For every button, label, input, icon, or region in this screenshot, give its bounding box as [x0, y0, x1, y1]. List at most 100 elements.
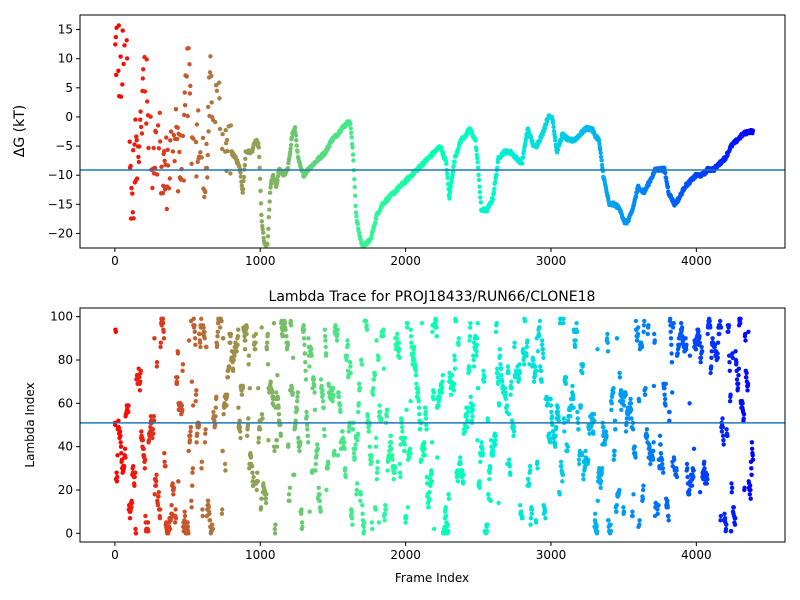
delta-g-point	[520, 155, 526, 160]
delta-g-point	[476, 172, 481, 178]
lambda-point	[265, 362, 271, 367]
lambda-point	[411, 344, 417, 350]
lambda-point	[456, 336, 461, 341]
lambda-point	[376, 355, 381, 360]
lambda-point	[236, 327, 241, 332]
lambda-point	[311, 377, 317, 382]
delta-g-point	[199, 155, 204, 160]
delta-g-point	[177, 149, 182, 155]
lambda-point	[115, 453, 120, 458]
lambda-point	[320, 388, 325, 393]
lambda-point	[481, 379, 487, 384]
lambda-point	[548, 403, 554, 408]
lambda-point	[443, 505, 448, 510]
lambda-point	[471, 364, 477, 369]
lambda-point	[417, 427, 423, 432]
lambda-point	[314, 453, 319, 458]
lambda-point	[429, 479, 434, 484]
lambda-point	[641, 483, 646, 488]
lambda-point	[360, 503, 365, 508]
lambda-point	[748, 487, 753, 493]
lambda-point	[256, 435, 261, 441]
lambda-point	[331, 386, 336, 391]
lambda-point	[180, 368, 185, 373]
lambda-point	[535, 466, 540, 471]
lambda-point	[749, 446, 755, 451]
lambda-point	[235, 342, 240, 347]
lambda-point	[133, 531, 139, 536]
lambda-point	[708, 325, 713, 330]
delta-g-point	[189, 161, 194, 166]
delta-g-x-tick-label: 1000	[245, 254, 276, 268]
lambda-point	[749, 440, 755, 445]
lambda-point	[506, 412, 511, 417]
lambda-point	[465, 405, 471, 410]
delta-g-point	[198, 150, 203, 155]
lambda-point	[656, 503, 661, 508]
lambda-point	[556, 418, 561, 423]
lambda-point	[524, 353, 529, 358]
lambda-point	[351, 451, 357, 456]
lambda-point	[343, 474, 348, 480]
lambda-point	[180, 362, 186, 367]
lambda-point	[275, 396, 281, 402]
delta-g-point	[275, 174, 281, 179]
lambda-point	[220, 448, 225, 454]
lambda-point	[508, 472, 513, 477]
lambda-point	[199, 459, 204, 464]
delta-g-y-tick-label: −5	[55, 139, 73, 153]
lambda-point	[440, 386, 445, 391]
lambda-point	[176, 479, 181, 484]
lambda-point	[467, 368, 472, 373]
lambda-point	[579, 453, 585, 458]
lambda-point	[226, 364, 232, 369]
lambda-point	[576, 457, 582, 462]
delta-g-point	[293, 133, 299, 138]
lambda-point	[463, 429, 468, 434]
lambda-point	[406, 455, 412, 460]
lambda-point	[260, 416, 265, 421]
delta-g-point	[134, 134, 139, 139]
delta-g-point	[165, 147, 170, 152]
lambda-point	[727, 368, 732, 373]
lambda-point	[458, 455, 463, 460]
lambda-point	[648, 461, 653, 467]
lambda-point	[670, 325, 676, 330]
lambda-point	[645, 433, 650, 438]
lambda-y-axis-label: Lambda Index	[23, 382, 37, 467]
lambda-point	[286, 492, 292, 497]
lambda-point	[543, 516, 548, 521]
lambda-point	[408, 327, 413, 332]
lambda-point	[581, 477, 586, 482]
delta-g-point	[559, 137, 564, 142]
lambda-point	[315, 442, 320, 447]
lambda-point	[727, 399, 733, 404]
delta-g-y-tick-label: −20	[48, 226, 73, 240]
lambda-point	[322, 427, 327, 432]
lambda-point	[611, 390, 616, 395]
lambda-point	[431, 396, 436, 402]
lambda-point	[693, 347, 699, 352]
lambda-point	[537, 318, 543, 324]
lambda-point	[599, 470, 604, 475]
lambda-point	[474, 342, 479, 347]
delta-g-point	[238, 170, 243, 175]
lambda-point	[313, 468, 318, 473]
lambda-point	[449, 373, 455, 378]
delta-g-point	[292, 125, 298, 130]
delta-g-point	[350, 152, 356, 157]
delta-g-point	[523, 136, 529, 141]
lambda-point	[317, 492, 322, 497]
lambda-point	[549, 414, 555, 419]
delta-g-point	[182, 103, 188, 108]
delta-g-y-tick-label: 15	[58, 23, 73, 37]
delta-g-point	[138, 117, 143, 122]
lambda-point	[619, 407, 624, 412]
lambda-point	[326, 461, 331, 467]
lambda-point	[203, 427, 208, 432]
lambda-point	[304, 422, 310, 428]
lambda-point	[228, 340, 233, 345]
lambda-point	[736, 366, 741, 371]
lambda-point	[611, 386, 616, 391]
lambda-point	[666, 513, 671, 519]
